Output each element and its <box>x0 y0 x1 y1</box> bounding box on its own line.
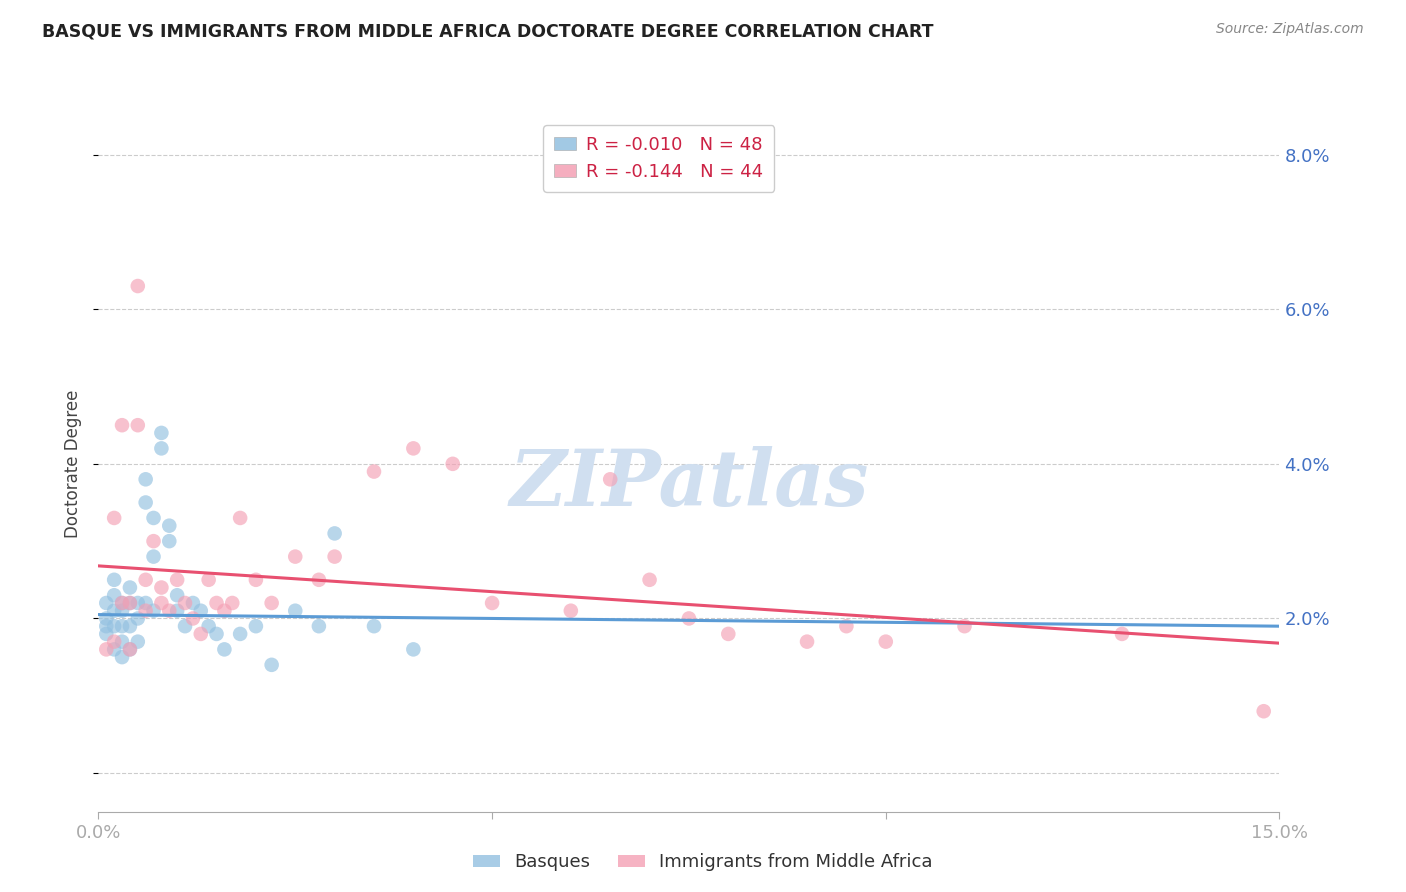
Point <box>103 634 125 648</box>
Point <box>1253 704 1275 718</box>
Point <box>103 511 125 525</box>
Point <box>284 549 307 564</box>
Point <box>197 573 219 587</box>
Point <box>135 604 157 618</box>
Point <box>157 518 180 533</box>
Point <box>1111 627 1133 641</box>
Point <box>135 596 157 610</box>
Point <box>229 511 252 525</box>
Point <box>560 604 582 618</box>
Point <box>181 596 204 610</box>
Point <box>103 619 125 633</box>
Point <box>157 604 180 618</box>
Point <box>308 619 330 633</box>
Point <box>181 611 204 625</box>
Text: BASQUE VS IMMIGRANTS FROM MIDDLE AFRICA DOCTORATE DEGREE CORRELATION CHART: BASQUE VS IMMIGRANTS FROM MIDDLE AFRICA … <box>42 22 934 40</box>
Point <box>796 634 818 648</box>
Point <box>96 642 118 657</box>
Text: Source: ZipAtlas.com: Source: ZipAtlas.com <box>1216 22 1364 37</box>
Point <box>221 596 243 610</box>
Point <box>150 442 173 456</box>
Point <box>111 604 134 618</box>
Point <box>638 573 661 587</box>
Point <box>284 604 307 618</box>
Point <box>135 573 157 587</box>
Point <box>150 581 173 595</box>
Point <box>157 534 180 549</box>
Point <box>441 457 464 471</box>
Point <box>103 588 125 602</box>
Point <box>363 619 385 633</box>
Point <box>150 425 173 440</box>
Point <box>111 634 134 648</box>
Point <box>323 526 346 541</box>
Point <box>142 604 165 618</box>
Point <box>717 627 740 641</box>
Point <box>111 650 134 665</box>
Point <box>135 495 157 509</box>
Point <box>214 642 236 657</box>
Point <box>323 549 346 564</box>
Point <box>166 573 188 587</box>
Point <box>174 596 197 610</box>
Point <box>118 596 141 610</box>
Point <box>142 534 165 549</box>
Point <box>127 634 149 648</box>
Point <box>118 596 141 610</box>
Point <box>599 472 621 486</box>
Point <box>174 619 197 633</box>
Point <box>166 588 188 602</box>
Point <box>127 611 149 625</box>
Point <box>111 596 134 610</box>
Point <box>118 642 141 657</box>
Point <box>205 596 228 610</box>
Point <box>135 472 157 486</box>
Point <box>402 442 425 456</box>
Point <box>111 418 134 433</box>
Point <box>260 596 283 610</box>
Point <box>205 627 228 641</box>
Point <box>142 549 165 564</box>
Point <box>127 279 149 293</box>
Point <box>245 619 267 633</box>
Point <box>127 418 149 433</box>
Legend: R = -0.010   N = 48, R = -0.144   N = 44: R = -0.010 N = 48, R = -0.144 N = 44 <box>543 125 775 192</box>
Point <box>875 634 897 648</box>
Point <box>245 573 267 587</box>
Point <box>678 611 700 625</box>
Point <box>127 596 149 610</box>
Point <box>481 596 503 610</box>
Point <box>166 604 188 618</box>
Point <box>111 619 134 633</box>
Point <box>103 642 125 657</box>
Point <box>197 619 219 633</box>
Point <box>103 604 125 618</box>
Point <box>229 627 252 641</box>
Point <box>214 604 236 618</box>
Point <box>118 619 141 633</box>
Point <box>402 642 425 657</box>
Point <box>150 596 173 610</box>
Point <box>260 657 283 672</box>
Point <box>835 619 858 633</box>
Point <box>190 627 212 641</box>
Point <box>96 596 118 610</box>
Point <box>363 465 385 479</box>
Point <box>190 604 212 618</box>
Point <box>96 619 118 633</box>
Text: ZIPatlas: ZIPatlas <box>509 447 869 523</box>
Legend: Basques, Immigrants from Middle Africa: Basques, Immigrants from Middle Africa <box>465 847 941 879</box>
Point <box>308 573 330 587</box>
Point <box>118 581 141 595</box>
Point <box>953 619 976 633</box>
Point <box>96 611 118 625</box>
Y-axis label: Doctorate Degree: Doctorate Degree <box>65 390 83 538</box>
Point <box>96 627 118 641</box>
Point <box>142 511 165 525</box>
Point <box>118 642 141 657</box>
Point <box>103 573 125 587</box>
Point <box>111 596 134 610</box>
